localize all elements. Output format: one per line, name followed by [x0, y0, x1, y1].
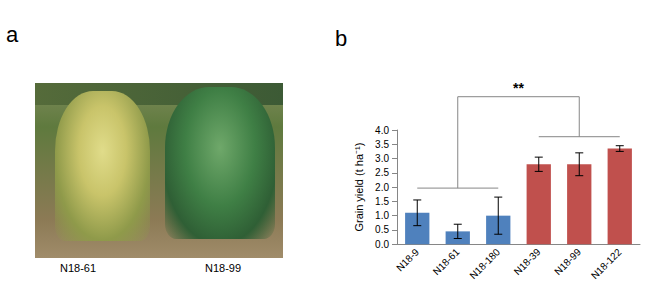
svg-text:Grain yield (t ha⁻¹): Grain yield (t ha⁻¹): [353, 143, 365, 232]
html-text:N18-99: N18-99: [205, 262, 242, 274]
svg-text:2.0: 2.0: [375, 182, 389, 193]
svg-text:0.0: 0.0: [375, 239, 389, 250]
svg-text:N18-180: N18-180: [467, 246, 502, 281]
svg-text:b: b: [335, 26, 347, 51]
html-text:a: a: [6, 22, 19, 47]
svg-text:N18-39: N18-39: [512, 246, 543, 277]
svg-text:N18-99: N18-99: [552, 246, 583, 277]
svg-text:N18-122: N18-122: [589, 246, 624, 281]
svg-text:4.0: 4.0: [375, 125, 389, 136]
svg-text:3.0: 3.0: [375, 153, 389, 164]
svg-text:N18-61: N18-61: [431, 246, 462, 277]
svg-text:2.5: 2.5: [375, 167, 389, 178]
svg-text:0.5: 0.5: [375, 224, 389, 235]
svg-text:1.5: 1.5: [375, 196, 389, 207]
svg-text:3.5: 3.5: [375, 139, 389, 150]
svg-text:**: **: [513, 80, 524, 96]
html-text:N18-61: N18-61: [60, 262, 97, 274]
svg-text:1.0: 1.0: [375, 210, 389, 221]
svg-text:N18-9: N18-9: [394, 246, 421, 273]
